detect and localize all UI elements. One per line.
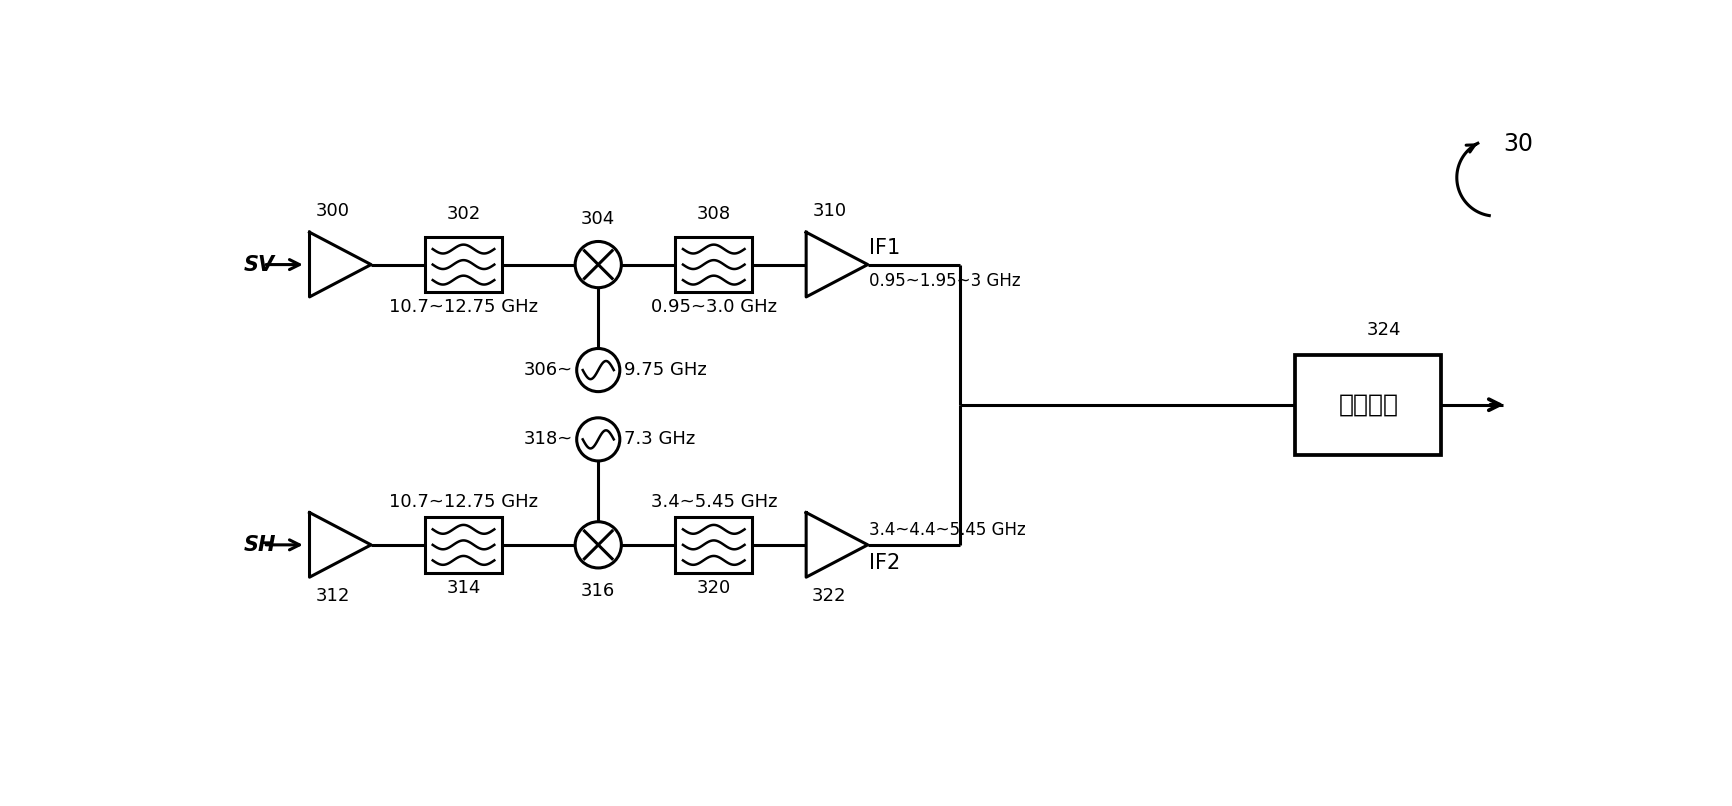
Text: 10.7~12.75 GHz: 10.7~12.75 GHz — [388, 493, 537, 511]
Text: IF1: IF1 — [869, 239, 901, 259]
Text: 光发射器: 光发射器 — [1337, 393, 1398, 417]
Text: 0.95~1.95~3 GHz: 0.95~1.95~3 GHz — [869, 272, 1020, 290]
Text: 320: 320 — [696, 579, 731, 596]
Text: 304: 304 — [580, 210, 615, 227]
Text: 302: 302 — [447, 205, 480, 223]
Text: 318~: 318~ — [523, 430, 573, 448]
Bar — [424, 517, 502, 572]
Bar — [675, 237, 752, 293]
Bar — [1294, 355, 1441, 455]
Text: 3.4~5.45 GHz: 3.4~5.45 GHz — [650, 493, 776, 511]
Text: 3.4~4.4~5.45 GHz: 3.4~4.4~5.45 GHz — [869, 521, 1025, 538]
Text: 310: 310 — [812, 202, 845, 220]
Bar — [424, 237, 502, 293]
Text: 314: 314 — [447, 579, 480, 596]
Text: 316: 316 — [580, 582, 615, 600]
Text: 0.95~3.0 GHz: 0.95~3.0 GHz — [651, 298, 776, 317]
Text: 30: 30 — [1503, 132, 1533, 156]
Text: 322: 322 — [812, 588, 845, 605]
Text: 7.3 GHz: 7.3 GHz — [624, 430, 695, 448]
Text: 324: 324 — [1365, 322, 1399, 339]
Text: 306~: 306~ — [523, 361, 573, 379]
Text: IF2: IF2 — [869, 553, 901, 572]
Text: 300: 300 — [315, 202, 350, 220]
Bar — [675, 517, 752, 572]
Text: 312: 312 — [315, 588, 350, 605]
Text: SV: SV — [244, 255, 275, 275]
Text: 9.75 GHz: 9.75 GHz — [624, 361, 707, 379]
Text: SH: SH — [244, 535, 277, 555]
Text: 10.7~12.75 GHz: 10.7~12.75 GHz — [388, 298, 537, 317]
Text: 308: 308 — [696, 205, 731, 223]
